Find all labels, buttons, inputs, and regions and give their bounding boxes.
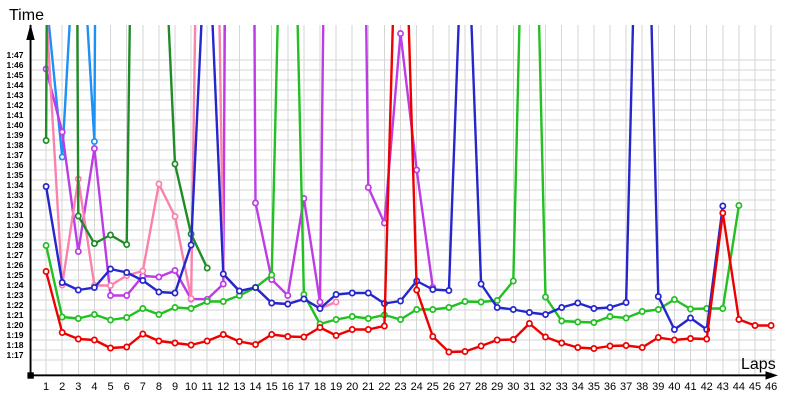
svg-text:1:44: 1:44	[6, 80, 23, 90]
svg-text:37: 37	[620, 381, 632, 393]
svg-text:1:23: 1:23	[6, 290, 23, 300]
svg-text:20: 20	[346, 381, 358, 393]
svg-text:1:20: 1:20	[6, 320, 23, 330]
svg-text:30: 30	[507, 381, 519, 393]
svg-text:1:38: 1:38	[6, 140, 23, 150]
svg-text:1:41: 1:41	[6, 110, 23, 120]
svg-text:29: 29	[491, 381, 503, 393]
svg-text:8: 8	[156, 381, 162, 393]
svg-text:6: 6	[124, 381, 130, 393]
svg-text:1:35: 1:35	[6, 170, 23, 180]
svg-text:9: 9	[172, 381, 178, 393]
svg-text:41: 41	[684, 381, 696, 393]
svg-text:46: 46	[765, 381, 777, 393]
svg-text:13: 13	[233, 381, 245, 393]
svg-text:1:31: 1:31	[6, 210, 23, 220]
svg-text:19: 19	[330, 381, 342, 393]
svg-text:1:46: 1:46	[6, 60, 23, 70]
svg-text:1:17: 1:17	[6, 350, 23, 360]
svg-text:1:30: 1:30	[6, 220, 23, 230]
svg-text:1:29: 1:29	[6, 230, 23, 240]
svg-text:1:40: 1:40	[6, 120, 23, 130]
svg-text:3: 3	[75, 381, 81, 393]
svg-text:1:27: 1:27	[6, 250, 23, 260]
svg-text:1:36: 1:36	[6, 160, 23, 170]
svg-text:1:24: 1:24	[6, 280, 23, 290]
svg-text:17: 17	[298, 381, 310, 393]
svg-text:42: 42	[701, 381, 713, 393]
svg-text:16: 16	[282, 381, 294, 393]
svg-text:1:21: 1:21	[6, 310, 23, 320]
svg-text:1:25: 1:25	[6, 270, 23, 280]
svg-text:1:34: 1:34	[6, 180, 23, 190]
svg-text:1:37: 1:37	[6, 150, 23, 160]
svg-text:21: 21	[362, 381, 374, 393]
svg-text:1:42: 1:42	[6, 100, 23, 110]
svg-text:25: 25	[427, 381, 439, 393]
svg-text:1: 1	[43, 381, 49, 393]
svg-text:7: 7	[140, 381, 146, 393]
svg-text:31: 31	[523, 381, 535, 393]
svg-text:10: 10	[185, 381, 197, 393]
svg-text:34: 34	[572, 381, 584, 393]
svg-text:1:22: 1:22	[6, 300, 23, 310]
svg-text:Time: Time	[9, 7, 44, 24]
svg-text:18: 18	[314, 381, 326, 393]
svg-text:27: 27	[459, 381, 471, 393]
svg-text:38: 38	[636, 381, 648, 393]
svg-text:35: 35	[588, 381, 600, 393]
svg-text:44: 44	[733, 381, 745, 393]
svg-text:22: 22	[378, 381, 390, 393]
svg-text:26: 26	[443, 381, 455, 393]
svg-text:1:18: 1:18	[6, 340, 23, 350]
svg-text:15: 15	[266, 381, 278, 393]
svg-text:5: 5	[107, 381, 113, 393]
svg-text:4: 4	[91, 381, 97, 393]
svg-text:36: 36	[604, 381, 616, 393]
svg-text:45: 45	[749, 381, 761, 393]
svg-text:Laps: Laps	[741, 356, 776, 373]
svg-text:11: 11	[201, 381, 212, 393]
svg-text:1:28: 1:28	[6, 240, 23, 250]
svg-text:33: 33	[556, 381, 568, 393]
svg-text:1:47: 1:47	[6, 50, 23, 60]
svg-text:28: 28	[475, 381, 487, 393]
svg-text:43: 43	[717, 381, 729, 393]
svg-text:1:43: 1:43	[6, 90, 23, 100]
svg-text:40: 40	[668, 381, 680, 393]
svg-text:14: 14	[249, 381, 261, 393]
svg-text:39: 39	[652, 381, 664, 393]
svg-text:1:39: 1:39	[6, 130, 23, 140]
svg-text:32: 32	[539, 381, 551, 393]
svg-text:2: 2	[59, 381, 65, 393]
svg-text:23: 23	[394, 381, 406, 393]
svg-text:1:45: 1:45	[6, 70, 23, 80]
svg-text:1:33: 1:33	[6, 190, 23, 200]
svg-text:12: 12	[217, 381, 229, 393]
svg-text:24: 24	[411, 381, 423, 393]
svg-text:1:19: 1:19	[6, 330, 23, 340]
svg-text:1:26: 1:26	[6, 260, 23, 270]
svg-text:1:32: 1:32	[6, 200, 23, 210]
